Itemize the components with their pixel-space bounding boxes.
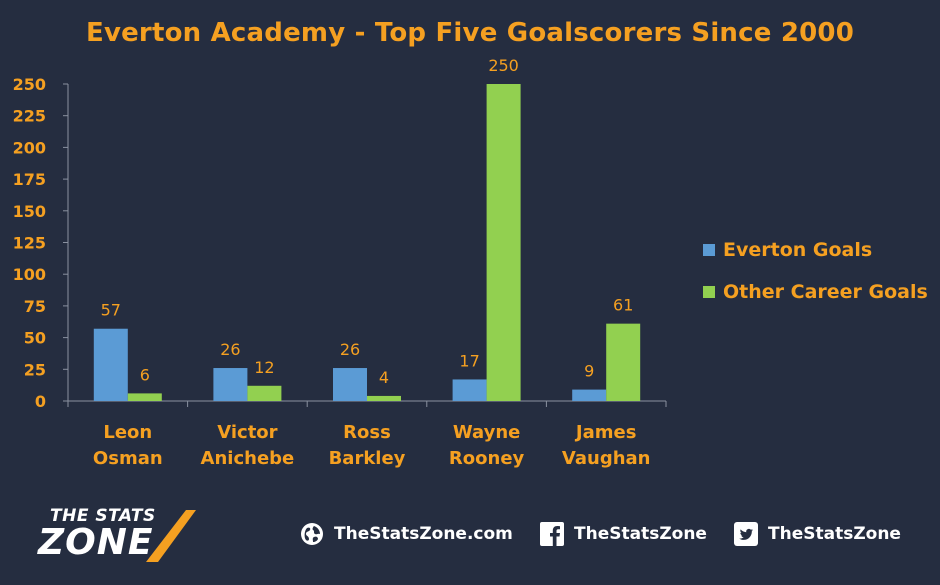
bar — [486, 84, 521, 401]
y-tick-label: 250 — [13, 75, 46, 94]
website-link[interactable]: TheStatsZone.com — [300, 522, 513, 546]
legend-item-everton-goals: Everton Goals — [703, 238, 928, 262]
data-label: 4 — [379, 368, 389, 387]
x-axis — [67, 400, 667, 407]
y-tick-label: 225 — [13, 107, 46, 126]
bar — [333, 368, 367, 401]
legend-item-other-career-goals: Other Career Goals — [703, 280, 928, 304]
bar — [127, 393, 162, 401]
logo-text-top: THE STATS — [50, 506, 156, 526]
bar — [452, 379, 487, 401]
y-tick-label: 75 — [24, 297, 46, 316]
bar — [367, 395, 401, 401]
y-tick-label: 125 — [13, 234, 46, 253]
legend-label: Other Career Goals — [723, 281, 928, 303]
data-label: 61 — [613, 296, 633, 315]
category-label: Osman — [93, 448, 163, 469]
bar-chart: 0 25 50 75 100 125 150 175 200 225 250 57 6 26 12 26 4 1… — [13, 56, 667, 469]
footer: THE STATS ZONE TheStatsZone.com TheStats… — [0, 484, 940, 585]
twitter-label: TheStatsZone — [768, 524, 901, 544]
category-label: Rooney — [449, 448, 525, 469]
y-tick-label: 100 — [13, 265, 46, 284]
facebook-icon — [540, 522, 564, 546]
bar — [606, 323, 641, 401]
bars — [93, 84, 641, 401]
category-label: James — [574, 422, 637, 443]
y-axis: 0 25 50 75 100 125 150 175 200 225 250 — [13, 75, 69, 411]
legend-swatch-everton-goals — [703, 244, 715, 256]
y-tick-label: 200 — [13, 138, 46, 157]
data-label: 6 — [140, 365, 150, 384]
data-label: 9 — [584, 362, 594, 381]
category-label: Leon — [103, 422, 152, 443]
y-tick-label: 0 — [35, 392, 46, 411]
category-label: Vaughan — [562, 448, 651, 469]
category-label: Barkley — [329, 448, 406, 469]
legend-label: Everton Goals — [723, 239, 873, 261]
category-labels: Leon Osman Victor Anichebe Ross Barkley Wayne R… — [93, 422, 651, 469]
data-labels: 57 6 26 12 26 4 17 250 9 61 — [101, 56, 634, 387]
category-label: Anichebe — [201, 448, 295, 469]
category-label: Victor — [217, 422, 277, 443]
logo-swoosh-icon — [146, 510, 196, 562]
logo-text-bottom: ZONE — [38, 522, 154, 563]
y-tick-label: 25 — [24, 360, 46, 379]
bar — [247, 385, 282, 401]
facebook-label: TheStatsZone — [574, 524, 707, 544]
twitter-link[interactable]: TheStatsZone — [734, 522, 901, 546]
website-label: TheStatsZone.com — [334, 524, 513, 544]
legend: Everton Goals Other Career Goals — [703, 238, 928, 322]
globe-icon — [301, 523, 323, 545]
category-label: Ross — [343, 422, 391, 443]
bar — [93, 328, 128, 401]
category-label: Wayne — [453, 422, 521, 443]
bar — [572, 389, 607, 401]
data-label: 26 — [220, 340, 240, 359]
data-label: 12 — [254, 358, 274, 377]
chart-title: Everton Academy - Top Five Goalscorers S… — [85, 18, 854, 48]
twitter-icon — [734, 522, 758, 546]
y-tick-label: 175 — [13, 170, 46, 189]
data-label: 26 — [340, 340, 360, 359]
stats-zone-logo: THE STATS ZONE — [36, 504, 206, 568]
y-tick-label: 150 — [13, 202, 46, 221]
data-label: 17 — [459, 351, 479, 370]
y-tick-label: 50 — [24, 329, 46, 348]
legend-swatch-other-career-goals — [703, 286, 715, 298]
bar — [213, 368, 248, 401]
data-label: 57 — [101, 301, 121, 320]
facebook-link[interactable]: TheStatsZone — [540, 522, 707, 546]
data-label: 250 — [488, 56, 519, 75]
